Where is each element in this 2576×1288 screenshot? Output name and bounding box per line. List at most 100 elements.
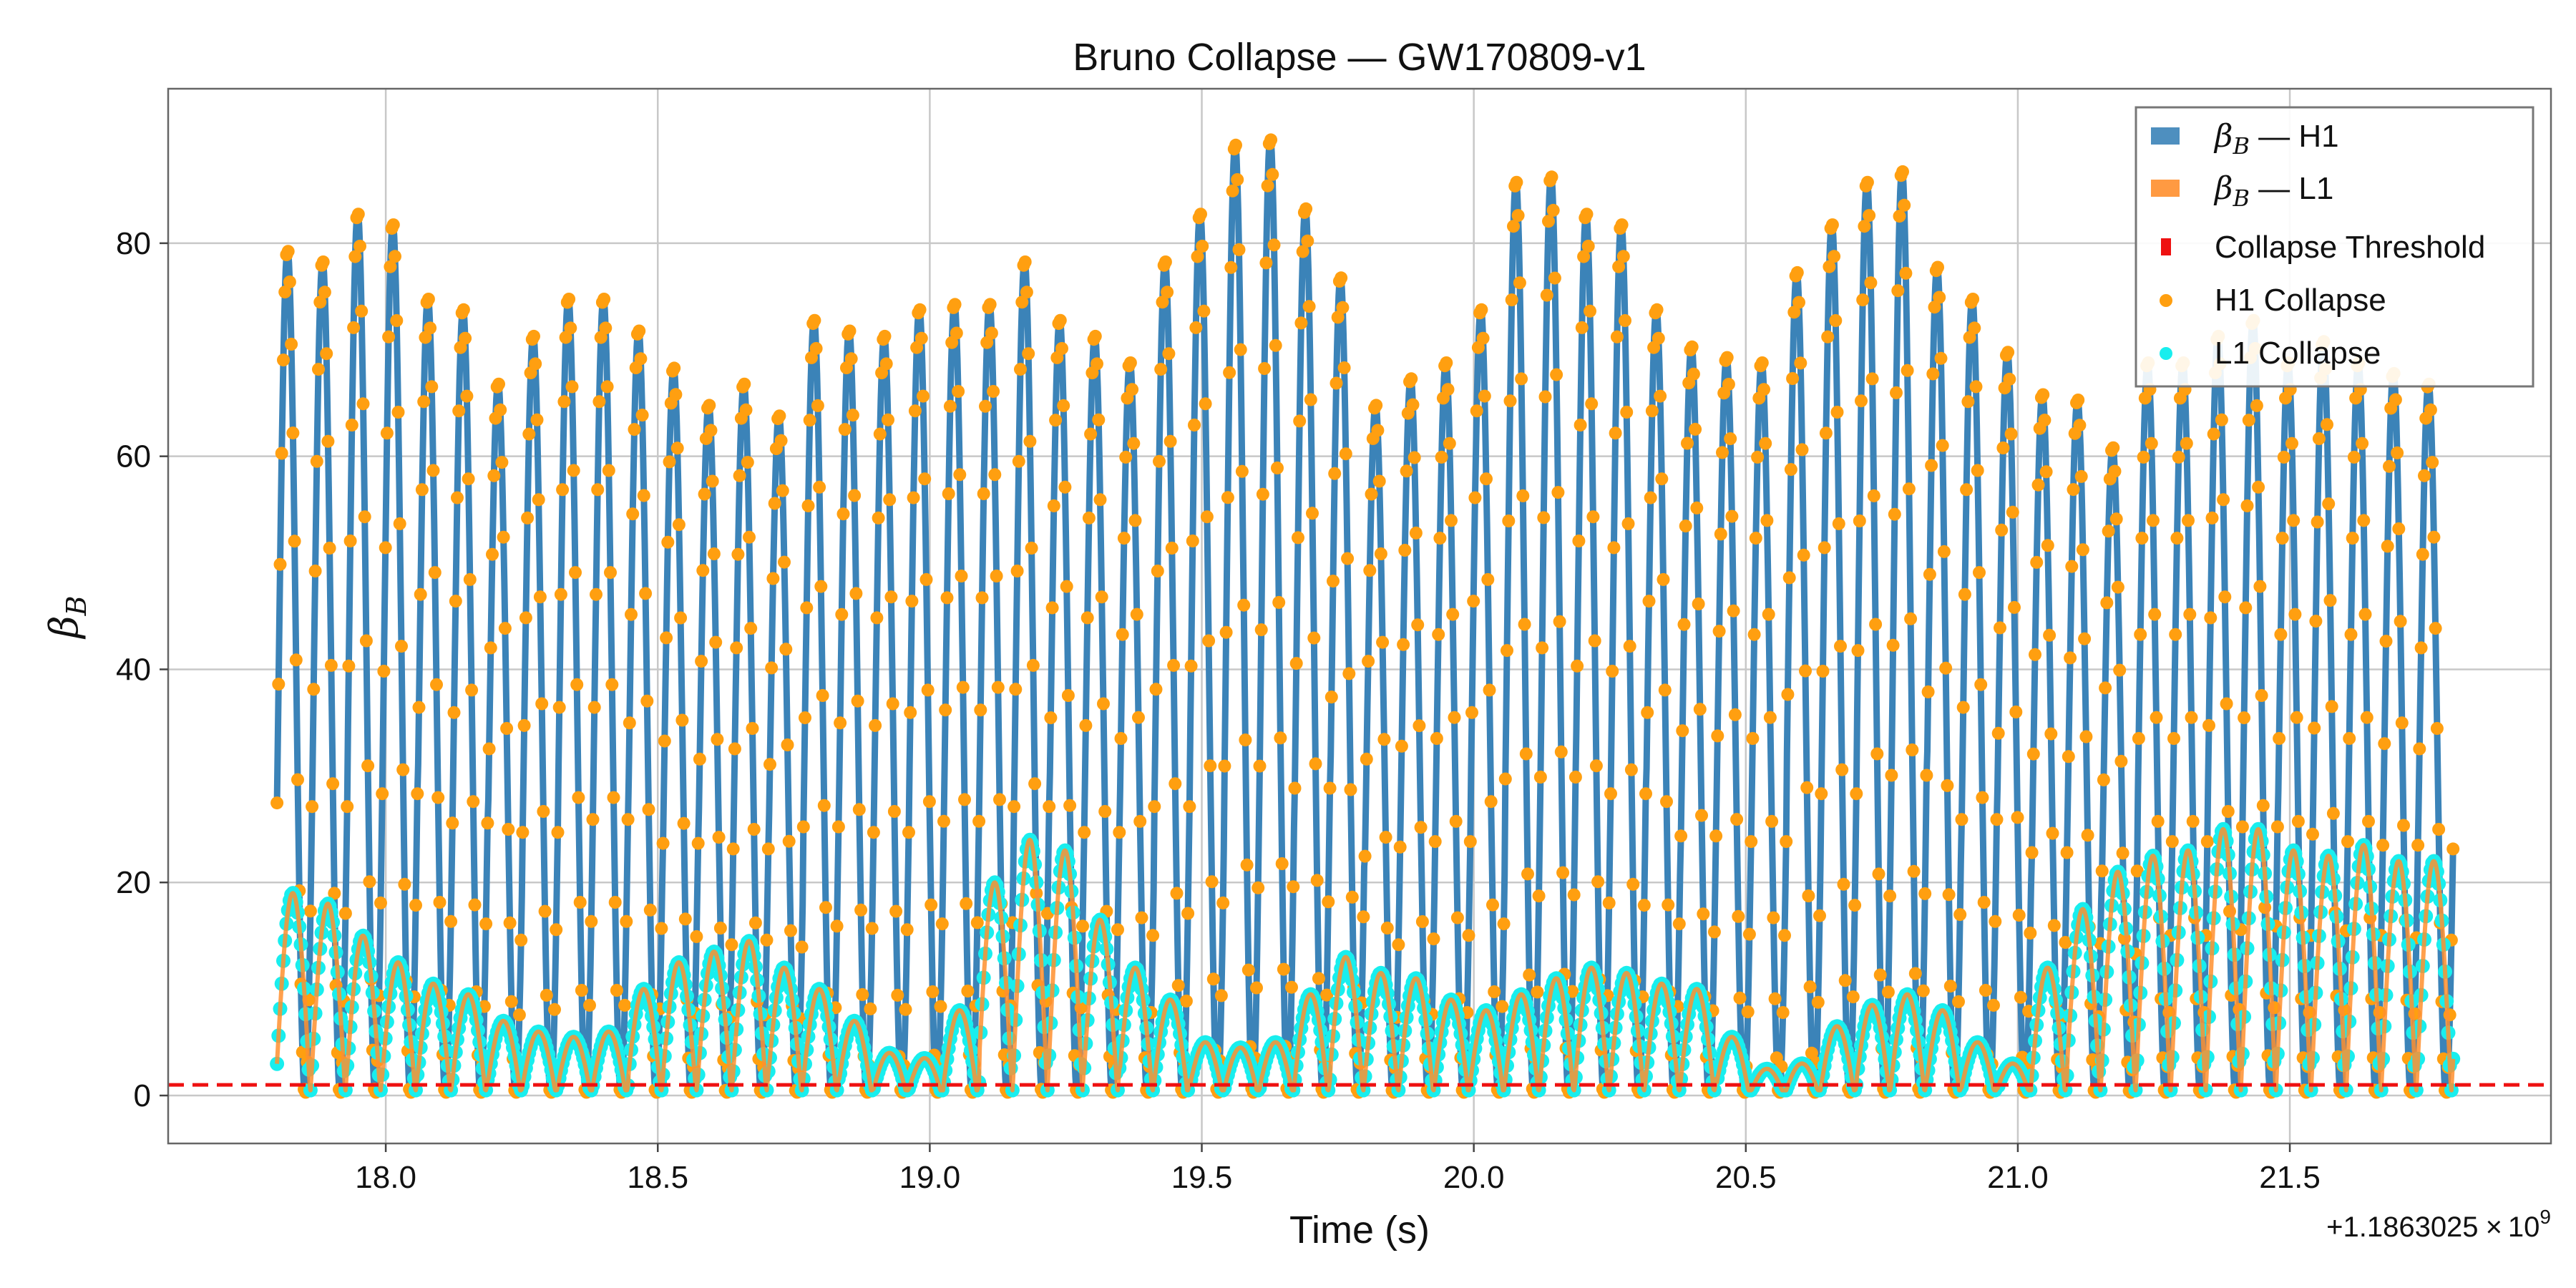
h1-collapse-point bbox=[1020, 286, 1033, 299]
h1-collapse-point bbox=[1931, 260, 1944, 274]
h1-collapse-point bbox=[1229, 138, 1242, 152]
h1-collapse-point bbox=[359, 634, 373, 648]
h1-collapse-point bbox=[2100, 596, 2114, 610]
h1-collapse-point bbox=[1133, 814, 1147, 828]
h1-collapse-point bbox=[1768, 992, 1782, 1005]
h1-collapse-point bbox=[573, 896, 587, 909]
h1-collapse-point bbox=[991, 680, 1005, 694]
h1-collapse-point bbox=[1239, 733, 1252, 747]
h1-collapse-point bbox=[2343, 732, 2356, 745]
h1-collapse-point bbox=[2432, 823, 2446, 836]
h1-collapse-point bbox=[661, 535, 675, 549]
h1-collapse-point bbox=[660, 631, 673, 645]
h1-collapse-point bbox=[487, 469, 501, 482]
h1-collapse-point bbox=[2394, 615, 2407, 628]
h1-collapse-point bbox=[2358, 608, 2372, 621]
h1-collapse-point bbox=[1893, 210, 1906, 223]
h1-collapse-point bbox=[562, 293, 576, 306]
h1-collapse-point bbox=[2347, 450, 2361, 464]
h1-collapse-point bbox=[948, 298, 962, 311]
h1-collapse-point bbox=[1440, 356, 1453, 369]
h1-collapse-point bbox=[2108, 464, 2122, 478]
h1-collapse-point bbox=[1411, 618, 1425, 632]
h1-collapse-point bbox=[784, 924, 797, 937]
h1-collapse-point bbox=[761, 842, 775, 856]
h1-collapse-point bbox=[1741, 1005, 1755, 1019]
h1-collapse-point bbox=[884, 590, 898, 604]
h1-collapse-point bbox=[1428, 835, 1442, 849]
h1-collapse-point bbox=[1918, 887, 1932, 900]
h1-collapse-point bbox=[1277, 962, 1290, 976]
h1-collapse-point bbox=[1507, 220, 1520, 233]
h1-collapse-point bbox=[633, 324, 646, 338]
h1-collapse-point bbox=[1266, 167, 1279, 181]
h1-collapse-point bbox=[1626, 877, 1640, 891]
legend-swatch-threshold bbox=[2161, 238, 2171, 255]
h1-collapse-point bbox=[2074, 469, 2088, 483]
h1-collapse-point bbox=[1151, 565, 1164, 577]
h1-collapse-point bbox=[1907, 864, 1921, 878]
h1-collapse-point bbox=[1781, 688, 1795, 701]
h1-collapse-point bbox=[730, 641, 743, 655]
h1-collapse-point bbox=[486, 547, 499, 561]
h1-collapse-point bbox=[1199, 397, 1212, 411]
h1-collapse-point bbox=[2326, 806, 2340, 820]
h1-collapse-point bbox=[1480, 472, 1493, 486]
h1-collapse-point bbox=[1497, 917, 1511, 931]
h1-collapse-point bbox=[1830, 406, 1844, 419]
h1-collapse-point bbox=[1306, 507, 1319, 520]
h1-collapse-point bbox=[2255, 689, 2268, 702]
h1-collapse-point bbox=[2341, 835, 2354, 849]
h1-collapse-point bbox=[1763, 711, 1777, 724]
h1-collapse-point bbox=[1588, 634, 1601, 648]
h1-collapse-point bbox=[2081, 829, 2094, 842]
h1-collapse-point bbox=[1813, 909, 1826, 922]
h1-collapse-point bbox=[1406, 398, 1420, 411]
h1-collapse-point bbox=[1078, 826, 1091, 839]
h1-collapse-point bbox=[481, 816, 494, 830]
h1-collapse-point bbox=[811, 399, 824, 412]
h1-collapse-point bbox=[2389, 393, 2402, 406]
h1-collapse-point bbox=[468, 898, 482, 912]
h1-collapse-point bbox=[846, 409, 859, 422]
h1-collapse-point bbox=[864, 1002, 877, 1015]
h1-collapse-point bbox=[814, 580, 828, 593]
h1-collapse-point bbox=[1023, 434, 1037, 448]
h1-collapse-point bbox=[1226, 184, 1239, 197]
h1-collapse-point bbox=[1819, 426, 1833, 440]
h1-collapse-point bbox=[2200, 835, 2214, 849]
h1-collapse-point bbox=[1575, 321, 1589, 334]
h1-collapse-point bbox=[1476, 331, 1490, 345]
h1-collapse-point bbox=[1616, 250, 1630, 263]
h1-collapse-point bbox=[1749, 532, 1762, 545]
h1-collapse-point bbox=[447, 706, 461, 719]
h1-collapse-point bbox=[819, 901, 832, 914]
h1-collapse-point bbox=[1652, 331, 1665, 345]
h1-collapse-point bbox=[1536, 641, 1549, 655]
h1-collapse-point bbox=[709, 635, 723, 649]
h1-collapse-point bbox=[1309, 757, 1322, 771]
h1-collapse-point bbox=[451, 491, 464, 504]
h1-collapse-point bbox=[990, 570, 1003, 582]
h1-collapse-point bbox=[779, 643, 793, 656]
h1-collapse-point bbox=[1095, 590, 1108, 604]
h1-collapse-point bbox=[1591, 875, 1605, 889]
h1-collapse-point bbox=[1365, 487, 1378, 501]
h1-collapse-point bbox=[1674, 829, 1688, 843]
h1-collapse-point bbox=[625, 608, 638, 621]
legend-label-h1: βB — H1 bbox=[2213, 118, 2339, 160]
h1-collapse-point bbox=[444, 914, 458, 928]
h1-collapse-point bbox=[430, 678, 443, 691]
h1-collapse-point bbox=[1008, 800, 1021, 814]
h1-collapse-point bbox=[2116, 847, 2129, 860]
h1-collapse-point bbox=[1955, 813, 1968, 826]
h1-collapse-point bbox=[1374, 547, 1387, 560]
h1-collapse-point bbox=[1802, 889, 1815, 902]
h1-collapse-point bbox=[1272, 595, 1286, 609]
h1-collapse-point bbox=[1923, 567, 1936, 581]
h1-collapse-point bbox=[320, 347, 333, 361]
h1-collapse-point bbox=[1483, 683, 1496, 697]
h1-collapse-point bbox=[974, 703, 987, 717]
h1-collapse-point bbox=[1990, 813, 2004, 826]
